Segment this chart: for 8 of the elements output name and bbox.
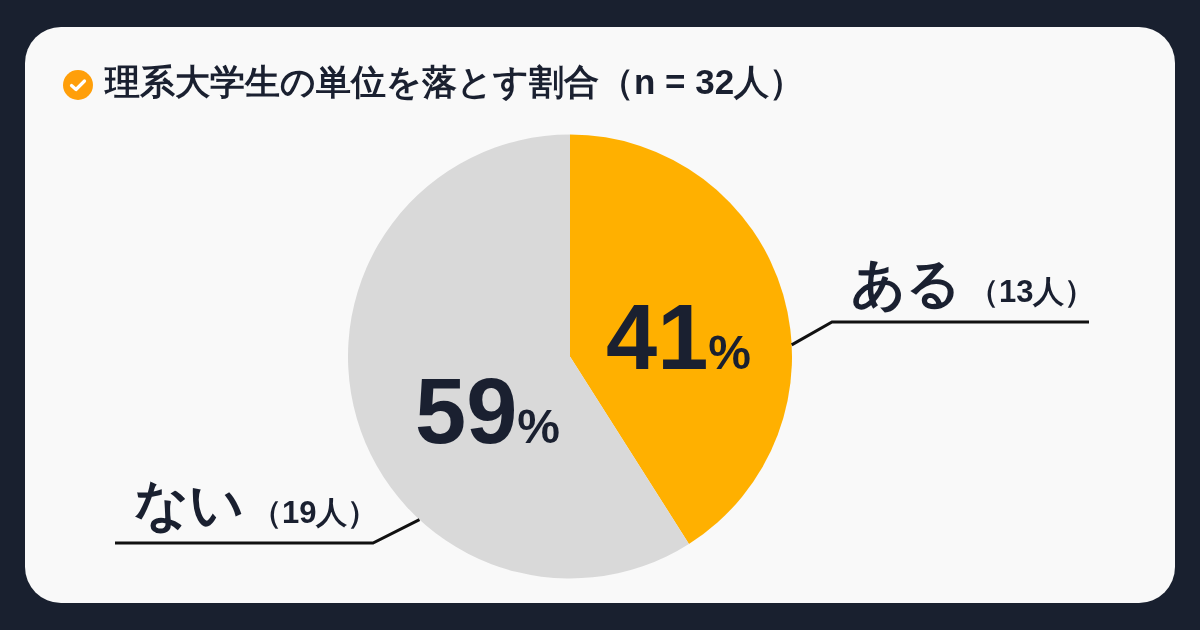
slice-label: ある (851, 253, 961, 313)
text: （13人） (968, 274, 1096, 309)
slice-label: ない (134, 474, 244, 534)
data-label: 41% (606, 286, 752, 388)
pie-slice (570, 134, 792, 544)
text: （19人） (251, 495, 379, 530)
chart-title: 理系大学生の単位を落とす割合（n = 32人） (104, 62, 805, 103)
data-label: 59% (415, 360, 561, 462)
